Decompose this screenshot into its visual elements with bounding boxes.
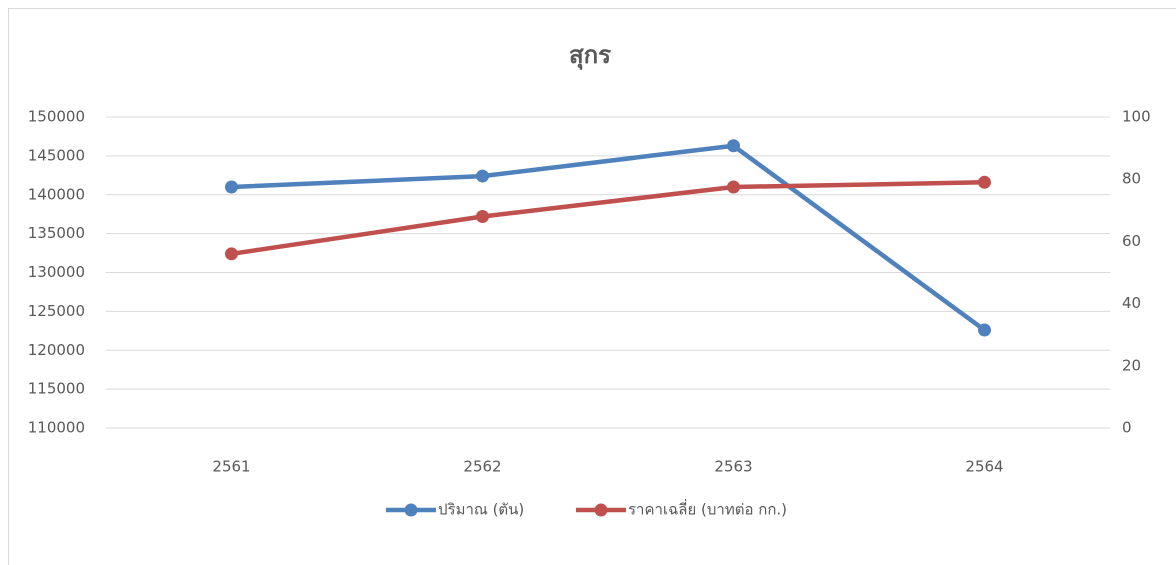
data-point xyxy=(978,323,991,337)
data-point xyxy=(476,169,489,183)
y-tick-label: 110000 xyxy=(28,419,85,437)
y-tick-label: 150000 xyxy=(28,108,85,126)
y-tick-label: 135000 xyxy=(28,224,85,242)
data-point xyxy=(225,180,238,194)
y2-tick-label: 60 xyxy=(1122,232,1141,250)
series-line xyxy=(231,143,986,332)
y-tick-label: 120000 xyxy=(28,341,85,359)
chart-border xyxy=(8,8,1176,565)
y2-tick-label: 0 xyxy=(1122,419,1132,437)
legend-marker xyxy=(594,503,608,517)
legend-label: ราคาเฉลี่ย (บาทต่อ กก.) xyxy=(628,499,787,519)
legend-label: ปริมาณ (ตัน) xyxy=(438,501,524,519)
legend-marker xyxy=(404,503,418,517)
x-tick-label: 2561 xyxy=(212,458,250,476)
y-tick-label: 130000 xyxy=(28,263,85,281)
data-point xyxy=(978,175,991,189)
y-tick-label: 115000 xyxy=(28,380,85,398)
data-point xyxy=(727,180,740,194)
x-tick-label: 2564 xyxy=(965,458,1003,476)
y-tick-label: 125000 xyxy=(28,302,85,320)
data-point xyxy=(727,139,740,153)
y2-tick-label: 100 xyxy=(1122,108,1151,126)
chart-title: สุกร xyxy=(569,41,611,71)
y-tick-label: 140000 xyxy=(28,185,85,203)
y2-tick-label: 80 xyxy=(1122,170,1141,188)
y-tick-label: 145000 xyxy=(28,146,85,164)
data-point xyxy=(476,210,489,224)
y2-tick-label: 40 xyxy=(1122,294,1141,312)
x-tick-label: 2562 xyxy=(463,458,501,476)
x-tick-label: 2563 xyxy=(714,458,752,476)
data-point xyxy=(225,247,238,261)
series-line xyxy=(231,180,985,257)
y2-tick-label: 20 xyxy=(1122,356,1141,374)
